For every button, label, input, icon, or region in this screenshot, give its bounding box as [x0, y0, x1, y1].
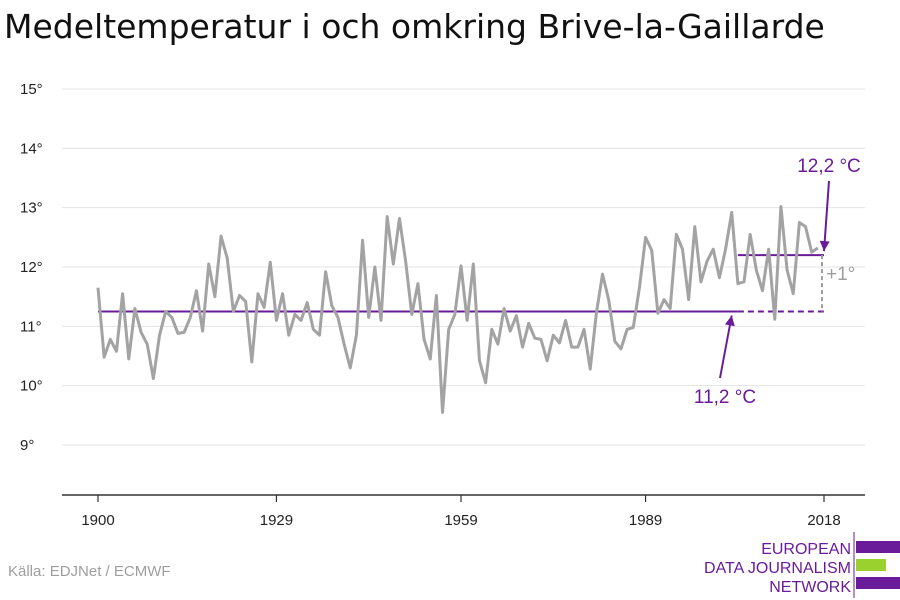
y-tick-label-1: 10° [20, 378, 43, 395]
y-tick-label-4: 13° [20, 200, 43, 217]
baseline-average-label: 11,2 °C [694, 387, 756, 408]
y-tick-label-5: 14° [20, 140, 43, 157]
x-tick-label-1: 1929 [260, 512, 293, 529]
difference-label: +1° [826, 264, 855, 285]
baseline-arrow-head [724, 315, 735, 327]
x-tick-label-0: 1900 [81, 512, 114, 529]
logo-bar-top [856, 541, 900, 553]
recent-arrow-shaft [823, 180, 830, 252]
x-tick-label-4: 2018 [807, 512, 840, 529]
y-tick-label-0: 9° [20, 437, 34, 454]
x-tick-label-3: 1989 [629, 512, 662, 529]
logo-line-2: DATA JOURNALISM [704, 560, 851, 577]
baseline-arrow-shaft [719, 315, 733, 379]
y-tick-labels: 9° 10° 11° 12° 13° 14° 15° [20, 81, 43, 454]
recent-average-label: 12,2 °C [797, 156, 861, 177]
logo-bar-bottom [856, 577, 900, 589]
y-tick-label-2: 11° [20, 318, 42, 335]
x-tick-labels: 1900 1929 1959 1989 2018 [81, 495, 841, 529]
series-line [96, 204, 819, 414]
x-tick-label-2: 1959 [444, 512, 477, 529]
y-tick-label-3: 12° [20, 259, 43, 276]
chart-title: Medeltemperatur i och omkring Brive-la-G… [4, 7, 825, 46]
edjnet-logo: EUROPEAN DATA JOURNALISM NETWORK [704, 532, 900, 598]
gridlines [62, 88, 865, 446]
annotations: 12,2 °C 11,2 °C +1° [694, 156, 861, 408]
logo-line-1: EUROPEAN [761, 541, 851, 558]
y-tick-label-6: 15° [20, 81, 43, 98]
source-note: Källa: EDJNet / ECMWF [8, 563, 171, 580]
recent-arrow-head [819, 240, 830, 252]
logo-bar-middle [856, 559, 886, 571]
logo-line-3: NETWORK [769, 579, 851, 596]
